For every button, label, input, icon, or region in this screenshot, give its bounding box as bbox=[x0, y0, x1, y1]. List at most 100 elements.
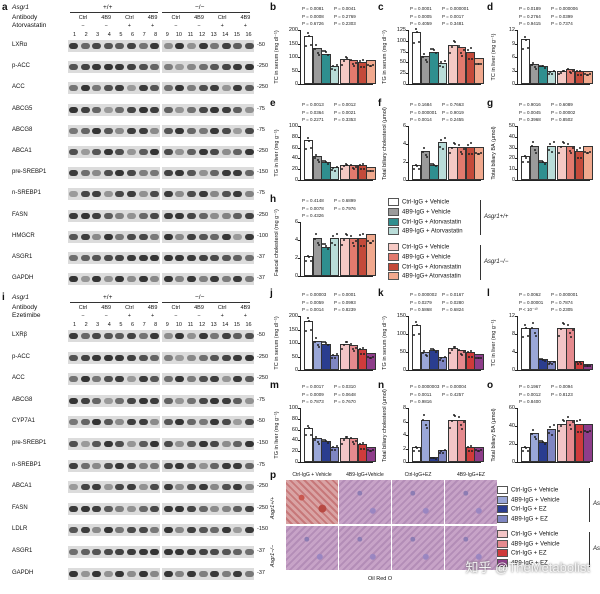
blot-band bbox=[221, 354, 231, 361]
blot-band bbox=[175, 354, 185, 361]
bar bbox=[474, 446, 484, 462]
data-dot bbox=[416, 446, 419, 449]
data-dot bbox=[367, 240, 370, 243]
data-dot bbox=[587, 431, 590, 434]
data-dot bbox=[344, 233, 347, 236]
data-dot bbox=[335, 64, 338, 67]
p-value: P = 0.2305 bbox=[551, 307, 573, 312]
mw-marker: -250 bbox=[257, 353, 269, 360]
y-tick bbox=[406, 51, 408, 53]
y-tick-label: 100 bbox=[396, 331, 406, 337]
blot-band bbox=[175, 484, 185, 491]
blot-membrane-wt bbox=[68, 546, 160, 558]
blot-band bbox=[187, 354, 197, 361]
blot-band bbox=[233, 85, 243, 92]
y-tick bbox=[298, 370, 300, 371]
bar bbox=[329, 446, 340, 462]
plot-area bbox=[300, 408, 376, 463]
blot-row bbox=[68, 252, 255, 264]
data-dot bbox=[350, 163, 352, 166]
data-dot bbox=[413, 167, 415, 170]
y-tick-label: 0 bbox=[511, 81, 515, 87]
mw-marker: -37 bbox=[257, 275, 265, 282]
lane-number: 2 bbox=[84, 322, 88, 328]
lane-number: 11 bbox=[187, 322, 194, 328]
micrograph-row-label: Asgr1−/− bbox=[270, 544, 277, 568]
legend-label: Ctrl-IgG + Atorvastatin bbox=[402, 219, 462, 226]
y-axis-title: Total biliary cholesterol (μmol) bbox=[382, 107, 388, 180]
genotype-ko: −/− bbox=[195, 294, 205, 301]
data-dot bbox=[561, 141, 564, 144]
y-tick-label: 0 bbox=[511, 177, 515, 183]
data-dot bbox=[475, 356, 478, 359]
data-dot bbox=[568, 70, 571, 73]
panel-letter: g bbox=[487, 98, 494, 109]
data-dot bbox=[589, 151, 591, 154]
blot-band bbox=[163, 149, 173, 155]
blot-band bbox=[187, 212, 197, 219]
legend-item: 4B9-IgG + Atorvastatin bbox=[388, 227, 463, 236]
data-dot bbox=[471, 57, 474, 60]
blot-band bbox=[245, 527, 255, 534]
blot-band bbox=[221, 255, 231, 261]
blot-band bbox=[233, 397, 243, 404]
blot-band bbox=[115, 397, 125, 404]
data-dot bbox=[526, 47, 529, 49]
data-dot bbox=[431, 163, 434, 166]
p-value: P = 0.0001 bbox=[334, 292, 356, 297]
data-dot bbox=[442, 66, 444, 69]
panel-letter: i bbox=[2, 292, 5, 303]
protein-label: ASGR1 bbox=[12, 254, 33, 260]
blot-band bbox=[245, 43, 255, 49]
legend-swatch bbox=[497, 549, 508, 558]
data-dot bbox=[476, 63, 479, 66]
p-value: P = 0.0993 bbox=[334, 299, 356, 305]
antibody-label: Antibody bbox=[12, 14, 38, 21]
blot-band bbox=[198, 127, 208, 134]
data-dot bbox=[354, 165, 357, 168]
y-tick-label: 3 bbox=[511, 67, 515, 74]
blot-band bbox=[80, 255, 90, 261]
mw-marker: -250 bbox=[257, 211, 269, 218]
data-dot bbox=[558, 334, 561, 337]
y-tick-label: 125 bbox=[396, 27, 406, 33]
y-tick bbox=[406, 30, 408, 31]
bar bbox=[546, 70, 557, 84]
blot-band bbox=[221, 570, 231, 577]
blot-band bbox=[187, 527, 197, 534]
legend-bracket-ko bbox=[480, 245, 481, 281]
blot-row bbox=[68, 394, 255, 407]
mw-marker: -50 bbox=[257, 332, 265, 338]
p-value: P = 0.0081 bbox=[302, 6, 324, 11]
data-dot bbox=[360, 447, 363, 450]
lane-number: 13 bbox=[210, 32, 217, 38]
data-dot bbox=[318, 346, 321, 349]
blot-band bbox=[80, 354, 90, 361]
data-dot bbox=[335, 233, 338, 236]
genotype-line-wt bbox=[70, 302, 158, 303]
blot-band bbox=[187, 333, 197, 339]
data-dot bbox=[323, 340, 326, 343]
plot-area bbox=[517, 408, 593, 463]
blot-band bbox=[103, 462, 113, 469]
data-dot bbox=[309, 433, 312, 436]
p-value: P = 0.8239 bbox=[334, 307, 356, 312]
blot-band bbox=[221, 276, 231, 283]
drug-cell: − bbox=[81, 23, 85, 29]
data-dot bbox=[535, 438, 538, 441]
protein-label: CYP7A1 bbox=[12, 418, 36, 425]
data-dot bbox=[542, 160, 545, 163]
data-dot bbox=[530, 326, 533, 329]
blot-band bbox=[233, 127, 243, 134]
drug-label: Atorvastatin bbox=[12, 22, 47, 29]
mw-marker: -50 bbox=[257, 42, 265, 48]
blot-band bbox=[103, 85, 113, 92]
blot-band bbox=[163, 255, 173, 261]
y-tick bbox=[515, 334, 517, 335]
data-dot bbox=[454, 414, 457, 417]
lane-number: 9 bbox=[165, 32, 169, 38]
oil-red-o-micrograph bbox=[445, 480, 497, 524]
legend-group-wt: Asgr1+/+ bbox=[593, 501, 600, 508]
p-value: P = 0.9816 bbox=[410, 399, 432, 404]
panel-letter: m bbox=[270, 380, 279, 391]
